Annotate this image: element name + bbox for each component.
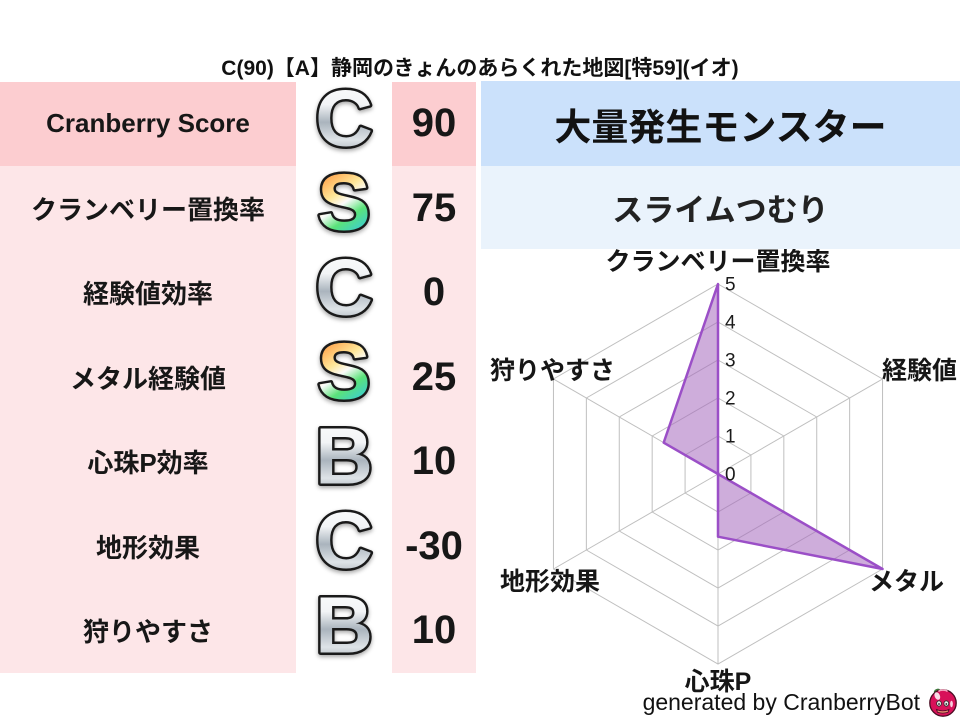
svg-text:5: 5 <box>725 275 736 296</box>
svg-text:1: 1 <box>725 427 736 448</box>
svg-text:4: 4 <box>725 313 736 334</box>
svg-text:3: 3 <box>725 351 736 372</box>
svg-text:クランベリー置換率: クランベリー置換率 <box>605 248 830 276</box>
svg-text:狩りやすさ: 狩りやすさ <box>490 357 615 385</box>
svg-text:メタル: メタル <box>869 568 944 596</box>
svg-text:地形効果: 地形効果 <box>500 568 600 596</box>
svg-text:経験値: 経験値 <box>882 357 957 385</box>
svg-text:2: 2 <box>725 389 736 410</box>
svg-text:0: 0 <box>725 465 736 486</box>
